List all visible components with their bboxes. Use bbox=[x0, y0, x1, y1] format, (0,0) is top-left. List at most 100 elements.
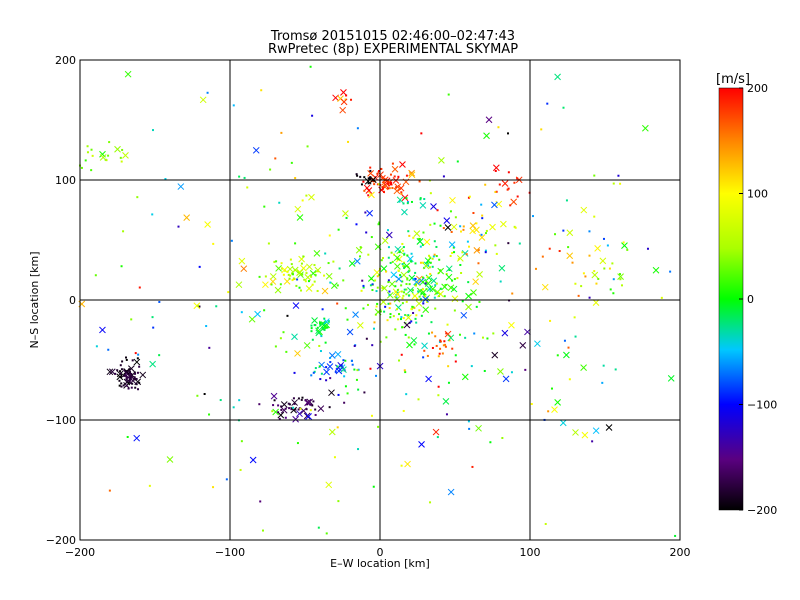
data-point-cross bbox=[320, 321, 328, 328]
data-point bbox=[541, 255, 544, 258]
data-point bbox=[343, 375, 346, 378]
data-point bbox=[386, 319, 389, 322]
data-point bbox=[497, 126, 500, 129]
data-point bbox=[357, 388, 360, 391]
data-point bbox=[365, 337, 368, 340]
data-point bbox=[400, 290, 403, 293]
data-point bbox=[461, 251, 464, 254]
data-point-cross bbox=[394, 290, 401, 298]
data-point bbox=[468, 245, 471, 248]
data-point-cross bbox=[364, 177, 372, 185]
data-point bbox=[325, 326, 328, 329]
data-point-cross bbox=[291, 399, 298, 406]
data-point bbox=[300, 262, 303, 265]
data-point-cross bbox=[508, 321, 515, 329]
data-point bbox=[133, 377, 136, 380]
data-point bbox=[608, 267, 611, 270]
data-point bbox=[584, 275, 587, 278]
data-point bbox=[397, 318, 400, 321]
data-point bbox=[305, 408, 308, 411]
data-point bbox=[473, 332, 476, 335]
data-point-cross bbox=[492, 164, 500, 172]
data-point-cross bbox=[491, 351, 499, 359]
data-point bbox=[151, 316, 154, 319]
data-point bbox=[306, 403, 309, 406]
data-point-cross bbox=[305, 285, 313, 292]
data-point bbox=[422, 281, 425, 284]
data-point bbox=[429, 261, 432, 264]
data-point-cross bbox=[272, 408, 280, 416]
data-point-cross bbox=[303, 342, 311, 349]
data-point bbox=[336, 365, 339, 368]
data-point bbox=[378, 170, 381, 173]
data-point bbox=[396, 258, 399, 261]
data-point-cross bbox=[106, 368, 114, 376]
data-point bbox=[619, 278, 622, 281]
data-point bbox=[396, 308, 399, 311]
data-point-cross bbox=[238, 257, 246, 265]
data-point bbox=[401, 302, 404, 305]
data-point-cross bbox=[392, 177, 400, 184]
data-point bbox=[445, 332, 448, 335]
data-point bbox=[363, 176, 366, 179]
data-point bbox=[448, 339, 451, 342]
data-point bbox=[451, 279, 454, 282]
data-point-cross bbox=[563, 351, 570, 359]
data-point bbox=[90, 148, 93, 151]
data-point bbox=[264, 275, 267, 278]
data-point bbox=[390, 251, 393, 254]
data-point bbox=[279, 337, 282, 340]
data-point bbox=[453, 278, 456, 281]
data-point bbox=[287, 402, 290, 405]
data-point bbox=[118, 384, 121, 387]
data-point bbox=[356, 369, 359, 372]
data-point bbox=[532, 215, 535, 218]
data-point bbox=[429, 501, 432, 504]
data-point bbox=[540, 128, 543, 131]
data-point bbox=[414, 317, 417, 320]
data-point bbox=[138, 381, 141, 384]
data-point bbox=[342, 279, 345, 282]
data-point-cross bbox=[437, 267, 445, 275]
data-point bbox=[426, 300, 429, 303]
data-point bbox=[433, 222, 436, 225]
data-point-cross bbox=[519, 342, 527, 349]
data-point bbox=[367, 177, 370, 180]
data-point bbox=[302, 255, 305, 258]
data-point bbox=[303, 278, 306, 281]
data-point bbox=[498, 183, 501, 186]
data-point bbox=[457, 258, 460, 261]
data-point bbox=[158, 300, 161, 303]
data-point bbox=[574, 282, 577, 285]
data-point bbox=[297, 397, 300, 400]
data-point bbox=[403, 266, 406, 269]
data-point bbox=[362, 180, 365, 183]
data-point bbox=[402, 317, 405, 320]
data-point bbox=[425, 288, 428, 291]
data-point bbox=[449, 254, 452, 257]
data-point bbox=[336, 426, 339, 429]
data-point-cross bbox=[391, 165, 399, 173]
data-point bbox=[198, 305, 201, 308]
data-point bbox=[86, 151, 89, 154]
data-point bbox=[431, 346, 434, 349]
data-point bbox=[461, 300, 464, 303]
data-point bbox=[387, 187, 390, 190]
data-point bbox=[434, 335, 437, 338]
data-point bbox=[333, 456, 336, 459]
data-point bbox=[320, 335, 323, 338]
data-point bbox=[603, 267, 606, 270]
data-point bbox=[286, 270, 289, 273]
data-point-cross bbox=[485, 116, 493, 124]
data-point bbox=[95, 345, 98, 348]
data-point bbox=[287, 273, 290, 276]
data-point bbox=[549, 319, 552, 322]
data-point bbox=[429, 272, 432, 275]
data-point bbox=[313, 370, 316, 373]
data-point bbox=[477, 249, 480, 252]
data-point bbox=[289, 274, 292, 277]
data-point bbox=[125, 376, 128, 379]
data-point-cross bbox=[447, 334, 455, 342]
data-point bbox=[353, 344, 356, 347]
data-point bbox=[376, 302, 379, 305]
